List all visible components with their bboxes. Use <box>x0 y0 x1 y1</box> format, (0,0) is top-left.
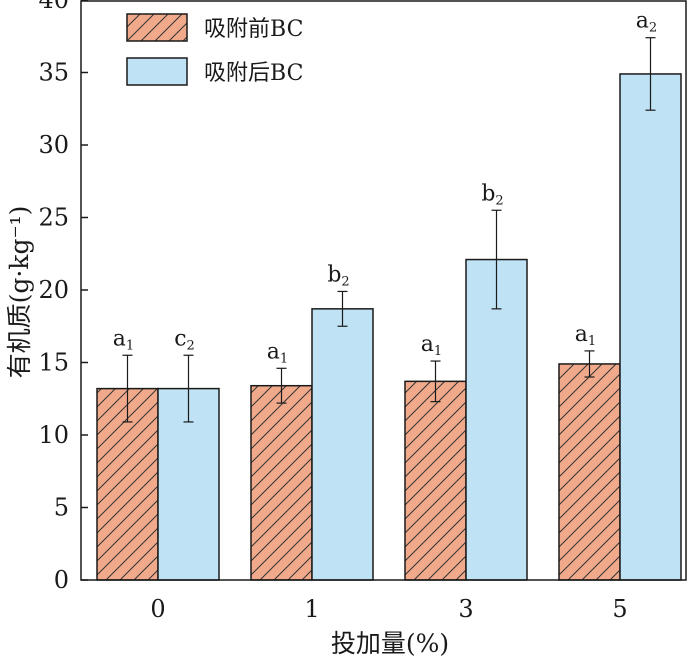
significance-label: b2 <box>327 262 349 289</box>
y-tick-label: 10 <box>38 421 69 449</box>
x-axis-title: 投加量(%) <box>331 629 449 658</box>
legend-swatch-after <box>126 57 188 86</box>
y-tick-label: 5 <box>54 494 69 522</box>
significance-label: a1 <box>575 322 596 349</box>
y-tick-label: 35 <box>38 59 69 87</box>
legend-label-before: 吸附前BC <box>204 17 303 42</box>
bar-before-bc <box>404 380 467 581</box>
bar-after-bc <box>311 308 374 581</box>
bar-before-bc <box>558 363 621 581</box>
plot-frame <box>80 0 687 581</box>
significance-label: b2 <box>481 181 503 208</box>
bar-before-bc <box>250 384 313 581</box>
x-tick-label: 0 <box>150 595 165 623</box>
y-tick-label: 30 <box>38 131 69 159</box>
y-tick-label: 0 <box>54 566 69 594</box>
x-tick-label: 5 <box>612 595 627 623</box>
significance-label: a2 <box>636 9 657 36</box>
y-axis-title: 有机质(g·kg⁻¹) <box>5 206 34 379</box>
significance-label: a1 <box>113 326 134 353</box>
legend: 吸附前BC 吸附后BC <box>126 13 303 86</box>
significance-label: a1 <box>421 332 442 359</box>
y-tick-label: 40 <box>38 0 69 14</box>
significance-label: c2 <box>174 326 195 353</box>
y-tick-label: 15 <box>38 349 69 377</box>
bar-after-bc <box>619 73 682 581</box>
legend-label-after: 吸附后BC <box>204 61 303 86</box>
legend-swatch-before <box>126 13 188 42</box>
x-tick-label: 3 <box>458 595 473 623</box>
y-tick-label: 20 <box>38 276 69 304</box>
bar-after-bc <box>465 258 528 581</box>
x-tick-label: 1 <box>304 595 319 623</box>
y-tick-label: 25 <box>38 204 69 232</box>
significance-label: a1 <box>267 339 288 366</box>
